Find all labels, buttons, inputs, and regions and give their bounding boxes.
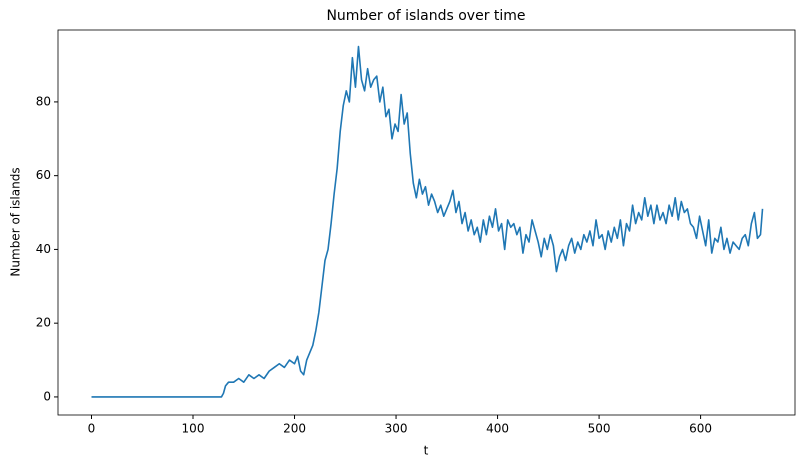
y-tick-label: 20 — [36, 316, 51, 330]
x-tick-label: 500 — [588, 422, 611, 436]
y-tick-label: 80 — [36, 94, 51, 108]
y-axis-label: Number of islands — [9, 167, 23, 276]
x-tick-label: 400 — [486, 422, 509, 436]
y-tick-label: 0 — [43, 389, 51, 403]
y-tick-label: 40 — [36, 242, 51, 256]
data-line — [91, 45, 764, 398]
x-tick-label: 0 — [88, 422, 96, 436]
chart-title: Number of islands over time — [326, 8, 525, 24]
y-tick-label: 60 — [36, 168, 51, 182]
x-axis-label: t — [424, 444, 429, 458]
plot-frame — [57, 29, 796, 416]
x-tick-label: 100 — [182, 422, 205, 436]
x-tick-label: 200 — [283, 422, 306, 436]
x-tick-label: 300 — [385, 422, 408, 436]
x-tick-label: 600 — [689, 422, 712, 436]
